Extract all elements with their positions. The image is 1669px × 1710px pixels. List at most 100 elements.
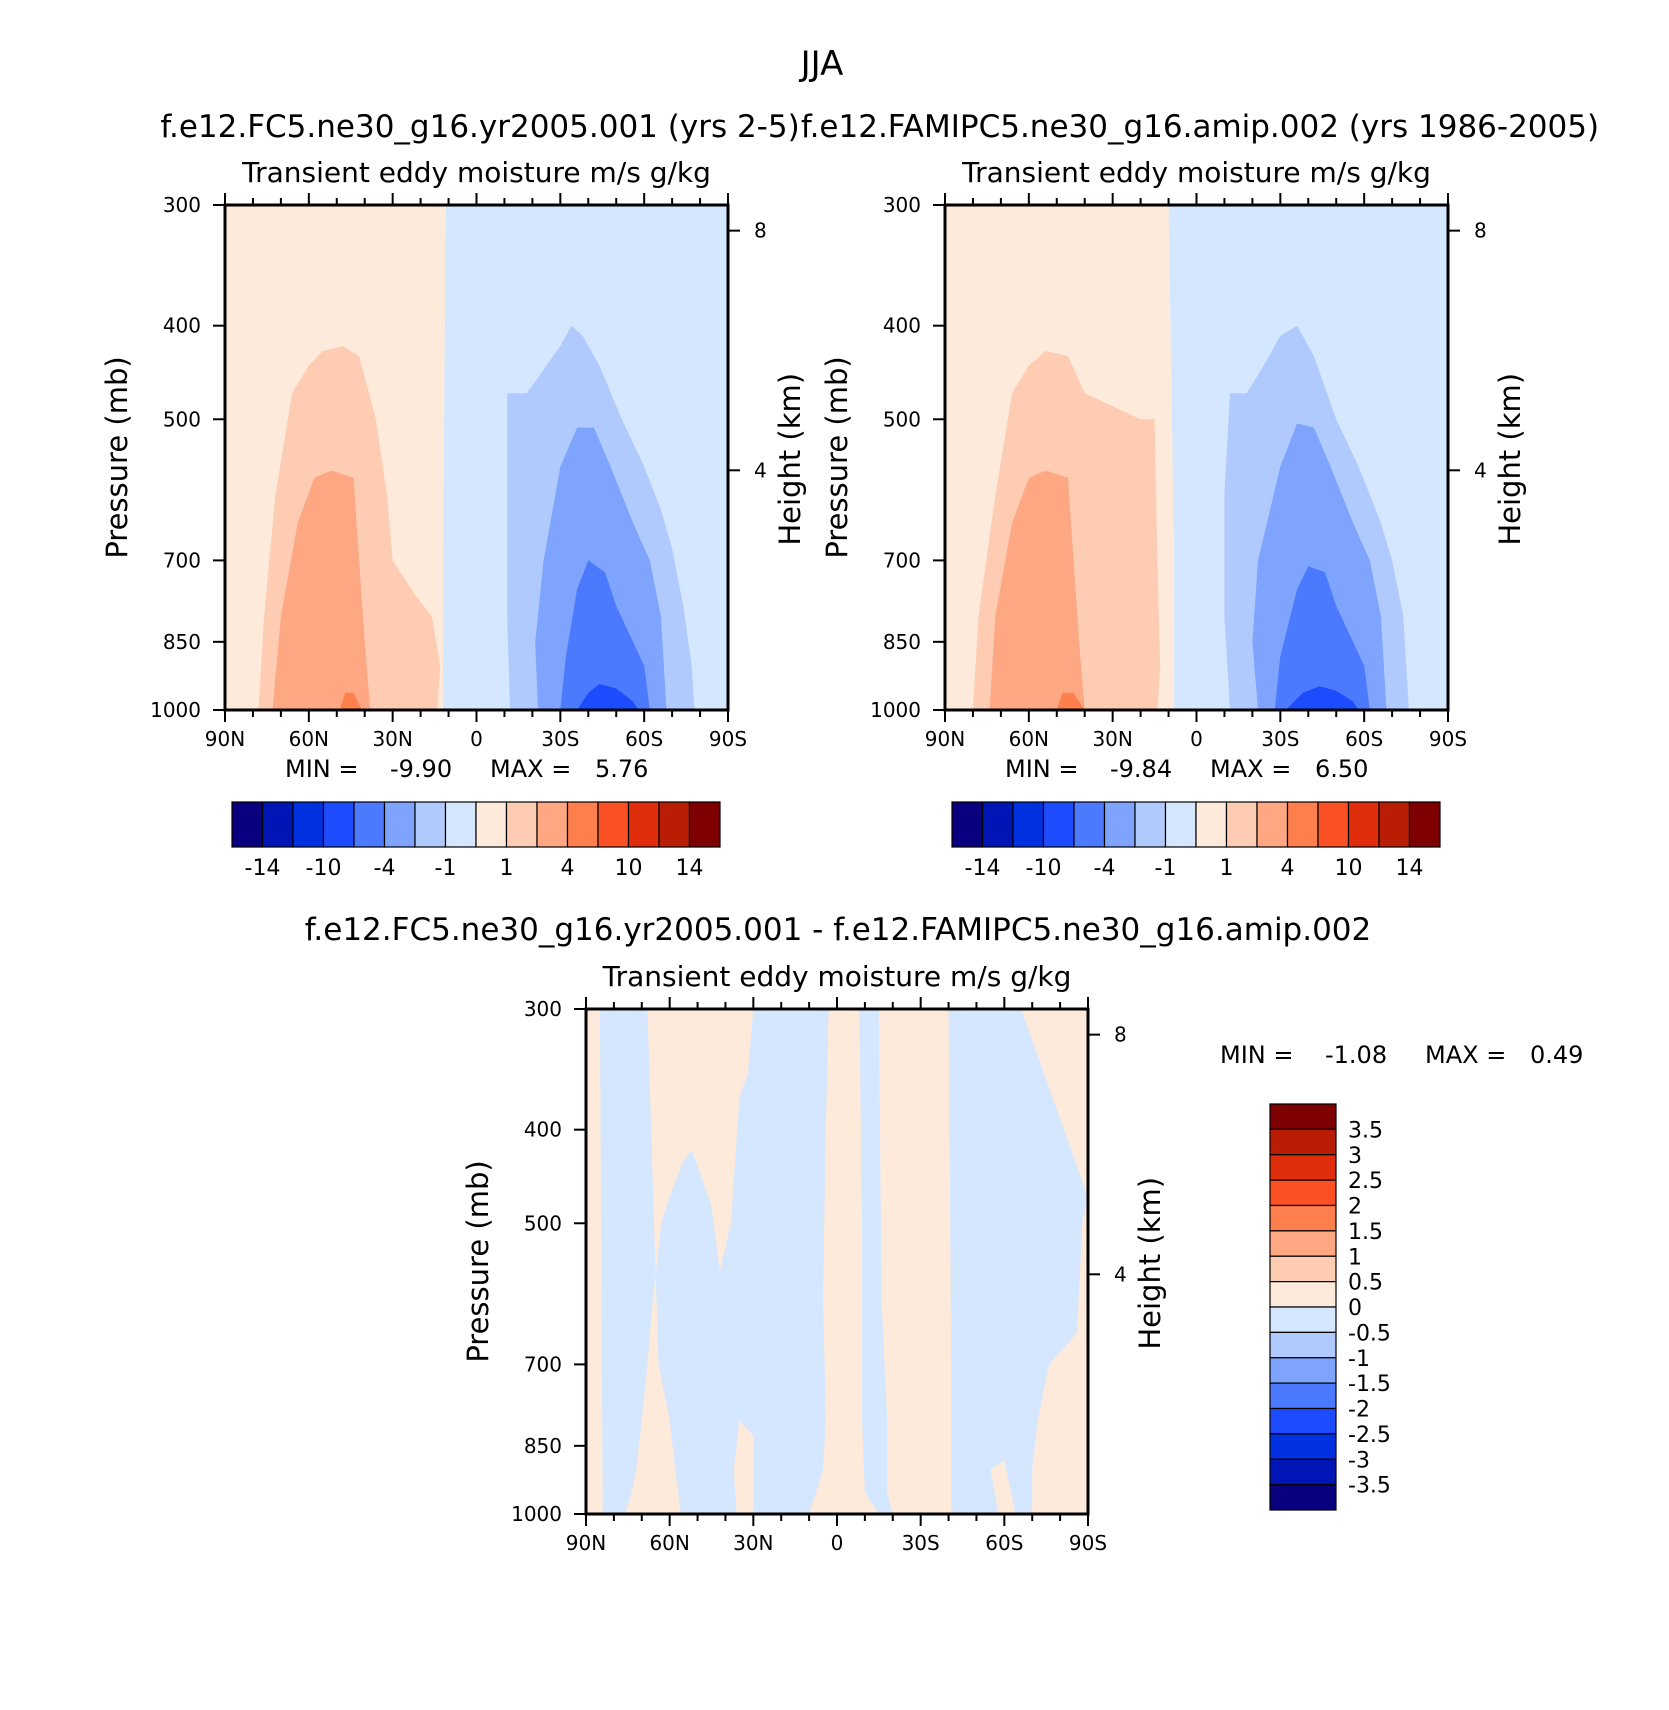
- colorbar-box: [1269, 1484, 1337, 1511]
- colorbar-box: [1317, 801, 1350, 848]
- colorbar-box: [1269, 1357, 1337, 1384]
- colorbar-box: [1269, 1458, 1337, 1486]
- colorbar-box: [1269, 1179, 1337, 1207]
- colorbar-box: [1269, 1306, 1337, 1333]
- colorbar-box: [658, 801, 691, 848]
- x-tick-label: 0: [470, 727, 483, 751]
- panels: f.e12.FC5.ne30_g16.yr2005.001 (yrs 2-5) T…: [100, 109, 1599, 1555]
- colorbar-label: 1: [1348, 1245, 1362, 1270]
- x-tick-label: 90N: [566, 1531, 606, 1555]
- colorbar-box: [1269, 1331, 1337, 1359]
- min-label: MIN =: [285, 755, 358, 783]
- colorbar-box: [414, 801, 447, 848]
- colorbar-box: [951, 801, 984, 848]
- colorbar-box: [505, 801, 538, 848]
- colorbar-label: 1.5: [1348, 1220, 1383, 1245]
- colorbar-label: 0: [1348, 1296, 1362, 1321]
- contour-region-8: [990, 1460, 1016, 1514]
- max-label: MAX =: [1425, 1041, 1506, 1069]
- panel-title: f.e12.FC5.ne30_g16.yr2005.001 (yrs 2-5): [160, 109, 799, 145]
- colorbar-box: [231, 801, 264, 848]
- colorbar-box: [1012, 801, 1045, 848]
- y-tick-label: 700: [163, 548, 201, 572]
- x-tick-label: 0: [831, 1531, 844, 1555]
- colorbar-label: 1: [1220, 856, 1234, 881]
- colorbar-label: -2: [1348, 1398, 1370, 1423]
- colorbar-box: [353, 801, 386, 848]
- x-tick-label: 60N: [1009, 727, 1049, 751]
- panel-title: f.e12.FC5.ne30_g16.yr2005.001 - f.e12.FA…: [305, 912, 1372, 948]
- colorbar-label: -4: [1094, 856, 1116, 881]
- colorbar-label: -3: [1348, 1448, 1370, 1473]
- x-tick-label: 90S: [709, 727, 747, 751]
- contour-region-8: [1021, 1009, 1088, 1514]
- panel-subtitle: Transient eddy moisture m/s g/kg: [241, 156, 711, 189]
- panel-title: f.e12.FAMIPC5.ne30_g16.amip.002 (yrs 198…: [801, 109, 1599, 145]
- x-tick-label: 30S: [1261, 727, 1299, 751]
- contour-region-4: [1274, 566, 1370, 710]
- colorbar-label: 0.5: [1348, 1271, 1383, 1296]
- height-tick-label: 8: [1114, 1023, 1127, 1047]
- colorbar-box: [1378, 801, 1411, 848]
- y-tick-label: 300: [163, 193, 201, 217]
- colorbar-box: [981, 801, 1014, 848]
- colorbar-label: -10: [1026, 856, 1062, 881]
- colorbar-label: -1.5: [1348, 1372, 1391, 1397]
- colorbar-box: [1269, 1407, 1337, 1435]
- height-axis-label: Height (km): [1493, 373, 1527, 546]
- x-tick-label: 60S: [985, 1531, 1023, 1555]
- min-label: MIN =: [1005, 755, 1078, 783]
- contour-region-11: [339, 692, 362, 710]
- x-tick-label: 0: [1190, 727, 1203, 751]
- colorbar-box: [475, 801, 508, 848]
- colorbar-box: [1269, 1382, 1337, 1410]
- x-tick-label: 30N: [372, 727, 412, 751]
- contour-region-8: [625, 1009, 754, 1514]
- x-tick-label: 30S: [541, 727, 579, 751]
- colorbar-label: -1: [1348, 1347, 1370, 1372]
- colorbar-label: -14: [965, 856, 1001, 881]
- colorbar-label: 2.5: [1348, 1169, 1383, 1194]
- height-tick-label: 8: [1474, 219, 1487, 243]
- colorbar-label: 4: [561, 856, 575, 881]
- y-tick-label: 300: [524, 997, 562, 1021]
- y-tick-label: 400: [524, 1118, 562, 1142]
- max-value: 5.76: [595, 755, 648, 783]
- x-tick-label: 30S: [902, 1531, 940, 1555]
- colorbar-box: [1225, 801, 1258, 848]
- colorbar-label: -3.5: [1348, 1474, 1391, 1499]
- min-value: -1.08: [1325, 1041, 1387, 1069]
- contour-region-8: [733, 1420, 754, 1514]
- colorbar-label: 14: [1396, 856, 1424, 881]
- y-tick-label: 1000: [870, 698, 921, 722]
- x-tick-label: 60S: [625, 727, 663, 751]
- colorbar-box: [1073, 801, 1106, 848]
- height-tick-label: 4: [1114, 1262, 1127, 1286]
- x-tick-label: 90S: [1429, 727, 1467, 751]
- y-tick-label: 500: [524, 1211, 562, 1235]
- y-tick-label: 1000: [150, 698, 201, 722]
- figure-title: JJA: [799, 44, 844, 84]
- height-tick-label: 4: [754, 458, 767, 482]
- colorbar-box: [444, 801, 477, 848]
- contour-region-11: [1056, 692, 1085, 710]
- contour-region-4: [560, 560, 650, 710]
- colorbar-box: [1269, 1103, 1337, 1130]
- colorbar-label: -14: [245, 856, 281, 881]
- y-tick-label: 1000: [511, 1502, 562, 1526]
- colorbar: -14 -10 -4 -1 1 4 10 14: [951, 801, 1441, 881]
- colorbar-label: 1: [500, 856, 514, 881]
- x-tick-label: 60N: [289, 727, 329, 751]
- colorbar-box: [1256, 801, 1289, 848]
- panel-2: f.e12.FAMIPC5.ne30_g16.amip.002 (yrs 198…: [801, 109, 1599, 881]
- colorbar-box: [1269, 1255, 1337, 1283]
- y-tick-label: 400: [163, 314, 201, 338]
- colorbar-label: -10: [306, 856, 342, 881]
- y-tick-label: 700: [524, 1352, 562, 1376]
- colorbar-label: 3.5: [1348, 1118, 1383, 1143]
- contour-region-3: [577, 684, 639, 710]
- contour-regions: [945, 205, 1448, 710]
- colorbar-box: [597, 801, 630, 848]
- colorbar-box: [1042, 801, 1075, 848]
